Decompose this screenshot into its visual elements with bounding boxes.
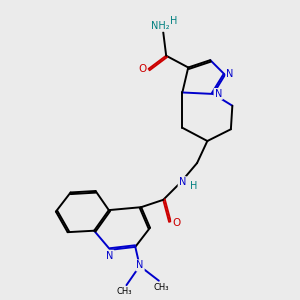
Text: CH₃: CH₃ xyxy=(153,283,169,292)
Text: N: N xyxy=(106,251,113,261)
Text: NH₂: NH₂ xyxy=(151,21,170,31)
Text: O: O xyxy=(138,64,146,74)
Text: N: N xyxy=(136,260,144,270)
Text: CH₃: CH₃ xyxy=(116,287,132,296)
Text: O: O xyxy=(172,218,181,228)
Text: H: H xyxy=(190,181,198,191)
Text: N: N xyxy=(179,177,186,187)
Text: N: N xyxy=(214,89,222,99)
Text: H: H xyxy=(170,16,177,26)
Text: N: N xyxy=(226,69,234,79)
